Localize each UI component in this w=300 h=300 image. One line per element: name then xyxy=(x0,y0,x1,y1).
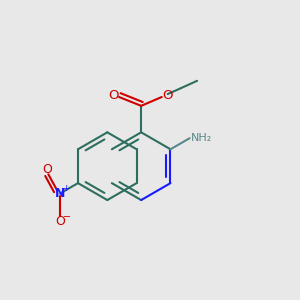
Text: NH₂: NH₂ xyxy=(191,133,212,143)
Text: O: O xyxy=(109,89,119,102)
Text: O: O xyxy=(55,215,65,228)
Text: N: N xyxy=(55,187,65,200)
Text: O: O xyxy=(162,89,172,102)
Text: +: + xyxy=(62,184,69,193)
Text: −: − xyxy=(62,212,71,222)
Text: O: O xyxy=(42,164,52,176)
